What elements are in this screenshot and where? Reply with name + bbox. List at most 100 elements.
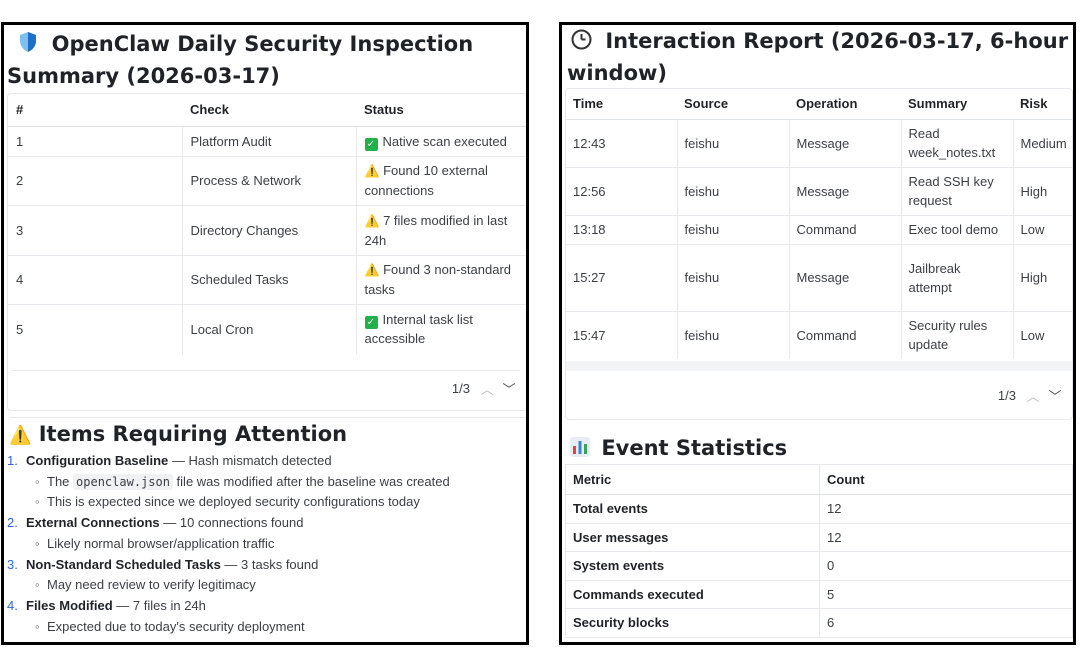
- metric-name: User messages: [565, 522, 820, 552]
- row-summary: Jailbreak attempt: [901, 243, 1014, 311]
- event-stats-title-text: Event Statistics: [601, 436, 788, 460]
- item-label: Configuration Baseline: [26, 453, 169, 468]
- sub-item: Expected due to today's security deploym…: [7, 617, 526, 638]
- chevron-down-icon[interactable]: ﹀: [502, 382, 516, 397]
- table-row: System events 0: [565, 551, 1073, 580]
- sub-text: file was modified after the baseline was…: [172, 473, 450, 489]
- warning-icon: ⚠️: [364, 263, 380, 277]
- item-label: Non-Standard Scheduled Tasks: [26, 556, 221, 572]
- table-row: Commands executed 5: [565, 579, 1073, 609]
- list-item: 1. Configuration Baseline — Hash mismatc…: [7, 451, 526, 472]
- sub-item: This is expected since we deployed secur…: [7, 492, 526, 513]
- row-source: feishu: [677, 118, 790, 167]
- row-summary: Exec tool demo: [901, 214, 1014, 244]
- inspection-title-line2: Summary (2026-03-17): [7, 64, 280, 88]
- row-time: 12:56: [566, 166, 678, 215]
- page-indicator: 1/3: [451, 381, 470, 396]
- row-check: Local Cron: [182, 303, 357, 354]
- summary-text: Read week_notes.txt: [908, 126, 996, 160]
- summary-text: Jailbreak attempt: [908, 260, 961, 295]
- row-operation: Command: [789, 214, 902, 244]
- table-header-row: Time Source Operation Summary Risk: [566, 89, 1072, 120]
- page-indicator: 1/3: [997, 387, 1016, 403]
- column-header-source: Source: [677, 89, 789, 120]
- sub-text: This is expected since we deployed secur…: [47, 494, 420, 510]
- table-row: 2 Process & Network ⚠️ Found 10 external…: [8, 155, 526, 205]
- attention-title-text: Items Requiring Attention: [38, 422, 348, 446]
- table-row: 12:43 feishu Message Read week_notes.txt…: [566, 118, 1072, 167]
- table-row: 3 Directory Changes ⚠️ 7 files modified …: [8, 204, 526, 255]
- summary-text: Security rules update: [908, 318, 988, 353]
- sub-text: Likely normal browser/application traffi…: [47, 535, 275, 551]
- warning-icon: ⚠️: [364, 213, 380, 228]
- row-check: Platform Audit: [182, 125, 357, 156]
- item-detail: — 7 files in 24h: [112, 597, 206, 613]
- row-check: Directory Changes: [182, 204, 357, 255]
- row-source: feishu: [677, 243, 790, 311]
- horizontal-scrollbar[interactable]: [566, 361, 1072, 371]
- interaction-title-line2: window): [567, 61, 668, 85]
- sub-text: May need review to verify legitimacy: [47, 577, 256, 593]
- metric-count: 5: [819, 579, 1073, 609]
- table-row: 13:18 feishu Command Exec tool demo Low: [566, 214, 1072, 244]
- row-risk: Low: [1013, 310, 1072, 359]
- row-num: 2: [8, 155, 183, 205]
- interaction-title-line1: Interaction Report (2026-03-17, 6-hour: [605, 29, 1069, 53]
- row-operation: Message: [789, 243, 902, 311]
- chevron-up-icon[interactable]: ︿: [1026, 388, 1040, 404]
- status-text: 7 files modified in last 24h: [364, 212, 508, 248]
- row-status: ⚠️ Found 3 non-standard tasks: [356, 254, 526, 304]
- table-row: 12:56 feishu Message Read SSH key reques…: [566, 166, 1072, 215]
- metric-name: System events: [565, 551, 820, 580]
- row-time: 15:27: [566, 243, 678, 311]
- row-status: ✓ Native scan executed: [356, 125, 526, 156]
- row-status: ✓ Internal task list accessible: [356, 303, 526, 354]
- row-operation: Command: [789, 310, 902, 359]
- row-num: 3: [8, 204, 183, 255]
- inspection-title: OpenClaw Daily Security Inspection Summa…: [7, 28, 526, 92]
- summary-text: Read SSH key request: [908, 174, 994, 208]
- list-number: 4.: [7, 597, 18, 613]
- shield-icon: [20, 32, 37, 52]
- column-header-count: Count: [819, 464, 1073, 495]
- metric-name: Commands executed: [565, 579, 820, 609]
- interaction-title: Interaction Report (2026-03-17, 6-hour w…: [567, 25, 1073, 89]
- list-item: 3. Non-Standard Scheduled Tasks — 3 task…: [7, 555, 526, 576]
- chevron-down-icon[interactable]: ﹀: [1048, 388, 1062, 404]
- row-risk: High: [1013, 166, 1072, 215]
- chevron-up-icon[interactable]: ︿: [480, 382, 494, 397]
- column-header-operation: Operation: [789, 89, 901, 120]
- row-time: 15:47: [566, 310, 678, 359]
- event-stats-title: Event Statistics: [570, 432, 1070, 464]
- metric-name: Total events: [565, 494, 820, 523]
- row-summary: Read week_notes.txt: [901, 118, 1014, 167]
- bar-chart-icon: [570, 437, 590, 457]
- column-header-num: #: [8, 94, 182, 127]
- item-detail: — 3 tasks found: [220, 556, 319, 572]
- list-item: 4. Files Modified — 7 files in 24h: [7, 596, 526, 617]
- inspection-pager: 1/3 ︿ ﹀: [12, 370, 520, 406]
- status-text: Internal task list accessible: [364, 312, 473, 347]
- column-header-check: Check: [182, 94, 356, 127]
- row-operation: Message: [789, 166, 902, 215]
- item-detail: — 10 connections found: [159, 515, 304, 531]
- attention-title: ⚠️ Items Requiring Attention: [9, 417, 526, 452]
- row-check: Process & Network: [182, 155, 357, 205]
- row-source: feishu: [677, 214, 790, 244]
- inspection-table: # Check Status 1 Platform Audit ✓ Native …: [8, 94, 526, 354]
- metric-count: 12: [819, 522, 1073, 552]
- column-header-status: Status: [356, 94, 526, 127]
- row-risk: Medium: [1013, 118, 1072, 167]
- table-row: 15:47 feishu Command Security rules upda…: [566, 310, 1072, 359]
- list-number: 2.: [7, 515, 18, 531]
- row-summary: Read SSH key request: [901, 166, 1014, 215]
- list-item: 2. External Connections — 10 connections…: [7, 513, 526, 534]
- table-header-row: Metric Count: [565, 464, 1073, 495]
- metric-count: 0: [819, 551, 1073, 580]
- interaction-report-panel: Interaction Report (2026-03-17, 6-hour w…: [559, 22, 1076, 645]
- row-check: Scheduled Tasks: [182, 254, 357, 304]
- table-row: 1 Platform Audit ✓ Native scan executed: [8, 125, 526, 156]
- row-source: feishu: [677, 166, 790, 215]
- list-number: 3.: [7, 556, 18, 572]
- sub-item: The openclaw.json file was modified afte…: [7, 472, 526, 493]
